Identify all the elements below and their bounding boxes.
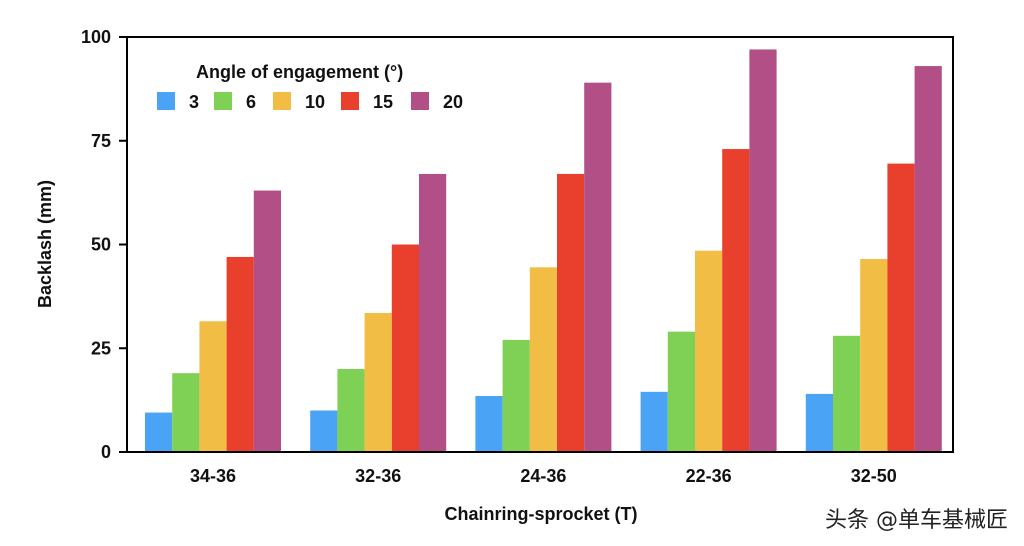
- bar-32-50-angle-6: [833, 335, 861, 452]
- y-tick-label: 75: [91, 131, 111, 151]
- x-tick-label: 32-50: [851, 466, 897, 486]
- bar-32-36-angle-20: [419, 173, 447, 452]
- legend-swatch-6: [214, 92, 232, 110]
- bar-32-50-angle-10: [860, 259, 888, 452]
- legend-label-10: 10: [305, 92, 325, 112]
- bar-34-36-angle-6: [172, 373, 200, 452]
- bar-24-36-angle-3: [475, 395, 503, 452]
- y-axis-title: Backlash (mm): [35, 180, 55, 308]
- legend-label-20: 20: [443, 92, 463, 112]
- bar-32-50-angle-15: [887, 163, 915, 452]
- x-tick-label: 22-36: [686, 466, 732, 486]
- y-tick-label: 25: [91, 338, 111, 358]
- bar-24-36-angle-10: [529, 267, 557, 452]
- bar-34-36-angle-3: [145, 412, 173, 452]
- bar-32-36-angle-10: [364, 312, 392, 452]
- bar-32-50-angle-20: [914, 66, 942, 453]
- legend-label-15: 15: [373, 92, 393, 112]
- legend-swatch-3: [157, 92, 175, 110]
- bar-22-36-angle-6: [667, 331, 695, 452]
- bar-24-36-angle-20: [584, 82, 612, 453]
- x-axis-title: Chainring-sprocket (T): [444, 504, 637, 524]
- bar-34-36-angle-15: [226, 256, 254, 452]
- bar-22-36-angle-10: [695, 250, 723, 452]
- bar-34-36-angle-10: [199, 321, 227, 452]
- x-tick-label: 24-36: [520, 466, 566, 486]
- legend-label-6: 6: [246, 92, 256, 112]
- legend-label-3: 3: [189, 92, 199, 112]
- bar-24-36-angle-6: [502, 339, 530, 452]
- bar-32-36-angle-6: [337, 369, 365, 452]
- bar-22-36-angle-15: [722, 149, 750, 453]
- bar-22-36-angle-3: [640, 391, 668, 452]
- legend-swatch-15: [341, 92, 359, 110]
- x-tick-label: 34-36: [190, 466, 236, 486]
- bar-34-36-angle-20: [253, 190, 281, 453]
- bar-22-36-angle-20: [749, 49, 777, 452]
- bar-32-50-angle-3: [805, 393, 833, 452]
- y-tick-label: 0: [101, 442, 111, 462]
- legend-title: Angle of engagement (°): [196, 62, 403, 82]
- bar-32-36-angle-3: [310, 410, 338, 452]
- bar-32-36-angle-15: [391, 244, 419, 452]
- x-tick-label: 32-36: [355, 466, 401, 486]
- y-tick-label: 100: [81, 27, 111, 47]
- watermark: 头条 @单车基械匠: [825, 508, 1008, 533]
- bar-24-36-angle-15: [557, 173, 585, 452]
- legend-swatch-10: [273, 92, 291, 110]
- legend-swatch-20: [411, 92, 429, 110]
- y-tick-label: 50: [91, 235, 111, 255]
